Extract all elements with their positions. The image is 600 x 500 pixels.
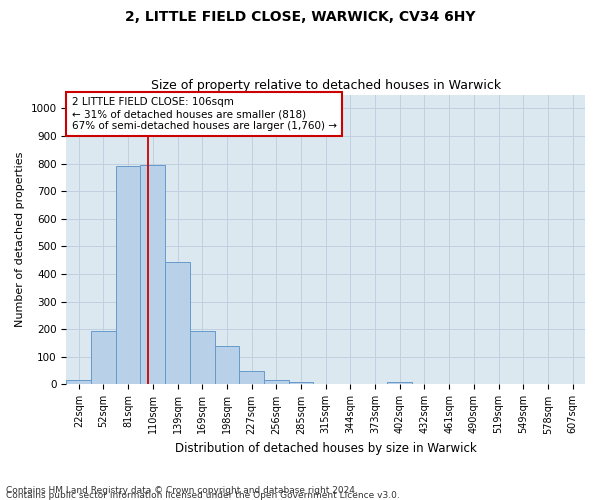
Bar [190, 330, 215, 384]
Bar [215, 346, 239, 385]
Bar [388, 382, 412, 384]
Y-axis label: Number of detached properties: Number of detached properties [15, 152, 25, 327]
Bar [91, 330, 116, 384]
Bar [289, 382, 313, 384]
Bar [116, 166, 140, 384]
Bar [67, 380, 91, 384]
X-axis label: Distribution of detached houses by size in Warwick: Distribution of detached houses by size … [175, 442, 476, 455]
Bar [239, 370, 264, 384]
Text: 2 LITTLE FIELD CLOSE: 106sqm
← 31% of detached houses are smaller (818)
67% of s: 2 LITTLE FIELD CLOSE: 106sqm ← 31% of de… [71, 98, 337, 130]
Text: 2, LITTLE FIELD CLOSE, WARWICK, CV34 6HY: 2, LITTLE FIELD CLOSE, WARWICK, CV34 6HY [125, 10, 475, 24]
Title: Size of property relative to detached houses in Warwick: Size of property relative to detached ho… [151, 79, 501, 92]
Bar [140, 165, 165, 384]
Bar [264, 380, 289, 384]
Text: Contains HM Land Registry data © Crown copyright and database right 2024.: Contains HM Land Registry data © Crown c… [6, 486, 358, 495]
Bar [165, 262, 190, 384]
Text: Contains public sector information licensed under the Open Government Licence v3: Contains public sector information licen… [6, 491, 400, 500]
